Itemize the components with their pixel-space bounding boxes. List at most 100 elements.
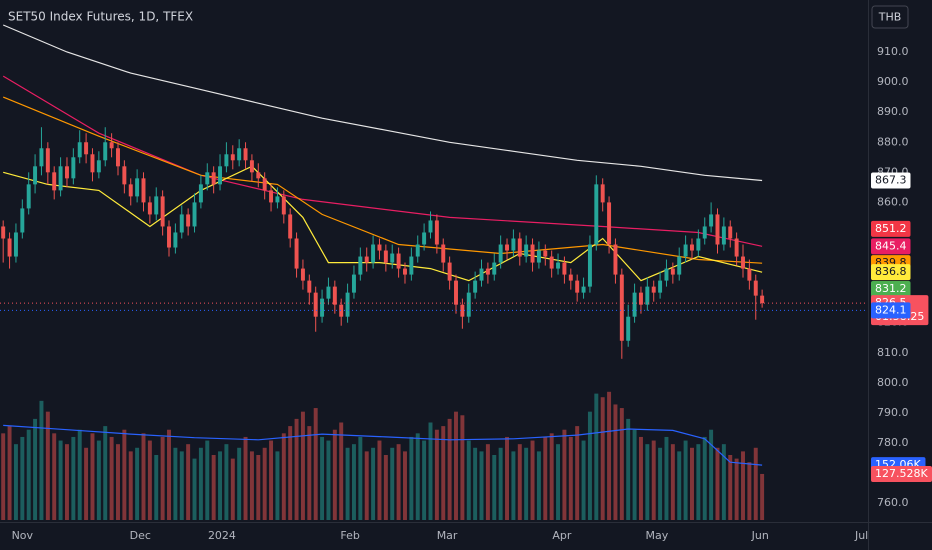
volume-bar bbox=[307, 426, 312, 520]
y-tick-label: 900.0 bbox=[877, 75, 909, 88]
volume-bar bbox=[33, 418, 38, 520]
volume-bar bbox=[677, 451, 682, 520]
volume-bar bbox=[454, 411, 458, 520]
candle-body bbox=[332, 286, 337, 305]
volume-bar bbox=[709, 429, 714, 520]
volume-bar bbox=[530, 440, 535, 520]
x-tick-label: Mar bbox=[437, 529, 458, 542]
candle-body bbox=[696, 238, 701, 251]
candle-body bbox=[230, 154, 235, 161]
volume-bar bbox=[39, 400, 44, 520]
y-tick-label: 880.0 bbox=[877, 135, 909, 148]
candle-body bbox=[377, 244, 382, 251]
candle-body bbox=[13, 232, 18, 257]
volume-bar bbox=[230, 458, 235, 520]
y-tick-label: 790.0 bbox=[877, 406, 909, 419]
volume-ma-line bbox=[3, 424, 763, 466]
price-badge-label: 851.2 bbox=[875, 222, 907, 235]
candle-body bbox=[543, 250, 548, 257]
candle-body bbox=[26, 184, 31, 209]
volume-bar bbox=[524, 447, 529, 520]
volume-bar bbox=[224, 444, 229, 520]
candle-body bbox=[256, 172, 261, 179]
volume-bar bbox=[351, 444, 356, 520]
candle-body bbox=[351, 274, 356, 293]
volume-bar bbox=[422, 440, 427, 520]
candle-body bbox=[147, 202, 152, 215]
x-tick-label: Feb bbox=[340, 529, 359, 542]
volume-bar bbox=[64, 444, 69, 520]
volume-bar bbox=[167, 429, 171, 520]
candle-body bbox=[556, 262, 561, 269]
x-tick-label: Jun bbox=[751, 529, 769, 542]
y-tick-label: 780.0 bbox=[877, 436, 909, 449]
volume-bar bbox=[428, 422, 433, 520]
candle-body bbox=[721, 226, 726, 245]
candle-body bbox=[473, 280, 478, 293]
candle-body bbox=[320, 298, 325, 317]
candle-body bbox=[613, 244, 618, 275]
volume-bar bbox=[670, 444, 675, 520]
candle-body bbox=[364, 256, 369, 263]
candle-body bbox=[403, 268, 407, 275]
candle-body bbox=[269, 190, 274, 203]
volume-bar bbox=[473, 447, 478, 520]
candle-body bbox=[607, 202, 612, 245]
volume-bar bbox=[434, 429, 439, 520]
candle-body bbox=[141, 178, 146, 203]
volume-bar bbox=[192, 458, 197, 520]
candle-body bbox=[339, 304, 344, 317]
volume-bar bbox=[543, 436, 548, 520]
candle-body bbox=[734, 238, 739, 257]
volume-bar bbox=[218, 451, 223, 520]
volume-bar bbox=[511, 451, 516, 520]
candle-body bbox=[594, 184, 599, 245]
candle-body bbox=[715, 214, 720, 245]
candle-body bbox=[645, 286, 650, 305]
y-tick-label: 910.0 bbox=[877, 45, 909, 58]
candle-body bbox=[581, 286, 586, 293]
x-tick-label: Nov bbox=[12, 529, 34, 542]
candle-body bbox=[396, 253, 401, 269]
volume-bar bbox=[256, 455, 261, 520]
volume-bar bbox=[683, 440, 688, 520]
volume-bar bbox=[326, 440, 331, 520]
price-badge bbox=[871, 172, 911, 189]
candle-body bbox=[77, 142, 82, 158]
candle-body bbox=[281, 196, 286, 215]
volume-bar bbox=[460, 415, 465, 520]
currency[interactable]: THB bbox=[878, 11, 902, 24]
volume-bar bbox=[109, 436, 114, 520]
volume-bar bbox=[198, 447, 203, 520]
price-badge-label: 831.2 bbox=[875, 282, 907, 295]
moving-average-line bbox=[2, 24, 763, 182]
candle-body bbox=[262, 178, 267, 191]
volume-bar bbox=[664, 436, 669, 520]
volume-bar bbox=[313, 408, 318, 520]
volume-bar bbox=[103, 426, 108, 520]
volume-bar bbox=[447, 418, 452, 520]
price-badge bbox=[871, 302, 911, 319]
candle-body bbox=[747, 268, 752, 281]
candle-body bbox=[709, 214, 714, 227]
candle-body bbox=[109, 142, 114, 149]
y-tick-label: 760.0 bbox=[877, 496, 909, 509]
volume-bar bbox=[619, 408, 624, 520]
volume-bar bbox=[562, 429, 567, 520]
price-badge-label: 127.528K bbox=[875, 467, 928, 480]
volume-bar bbox=[536, 451, 541, 520]
volume-bar bbox=[339, 422, 344, 520]
candle-body bbox=[741, 256, 745, 269]
currency-box[interactable] bbox=[871, 5, 909, 29]
price-badge bbox=[871, 238, 911, 255]
candle-body bbox=[243, 148, 248, 161]
candle-body bbox=[192, 202, 197, 227]
candle-body bbox=[205, 172, 210, 185]
volume-bar bbox=[262, 447, 267, 520]
volume-bar bbox=[300, 411, 305, 520]
candle-body bbox=[20, 208, 25, 233]
candle-body bbox=[90, 154, 95, 173]
volume-bar bbox=[135, 447, 140, 520]
volume-bar bbox=[371, 447, 376, 520]
volume-bar bbox=[294, 418, 299, 520]
